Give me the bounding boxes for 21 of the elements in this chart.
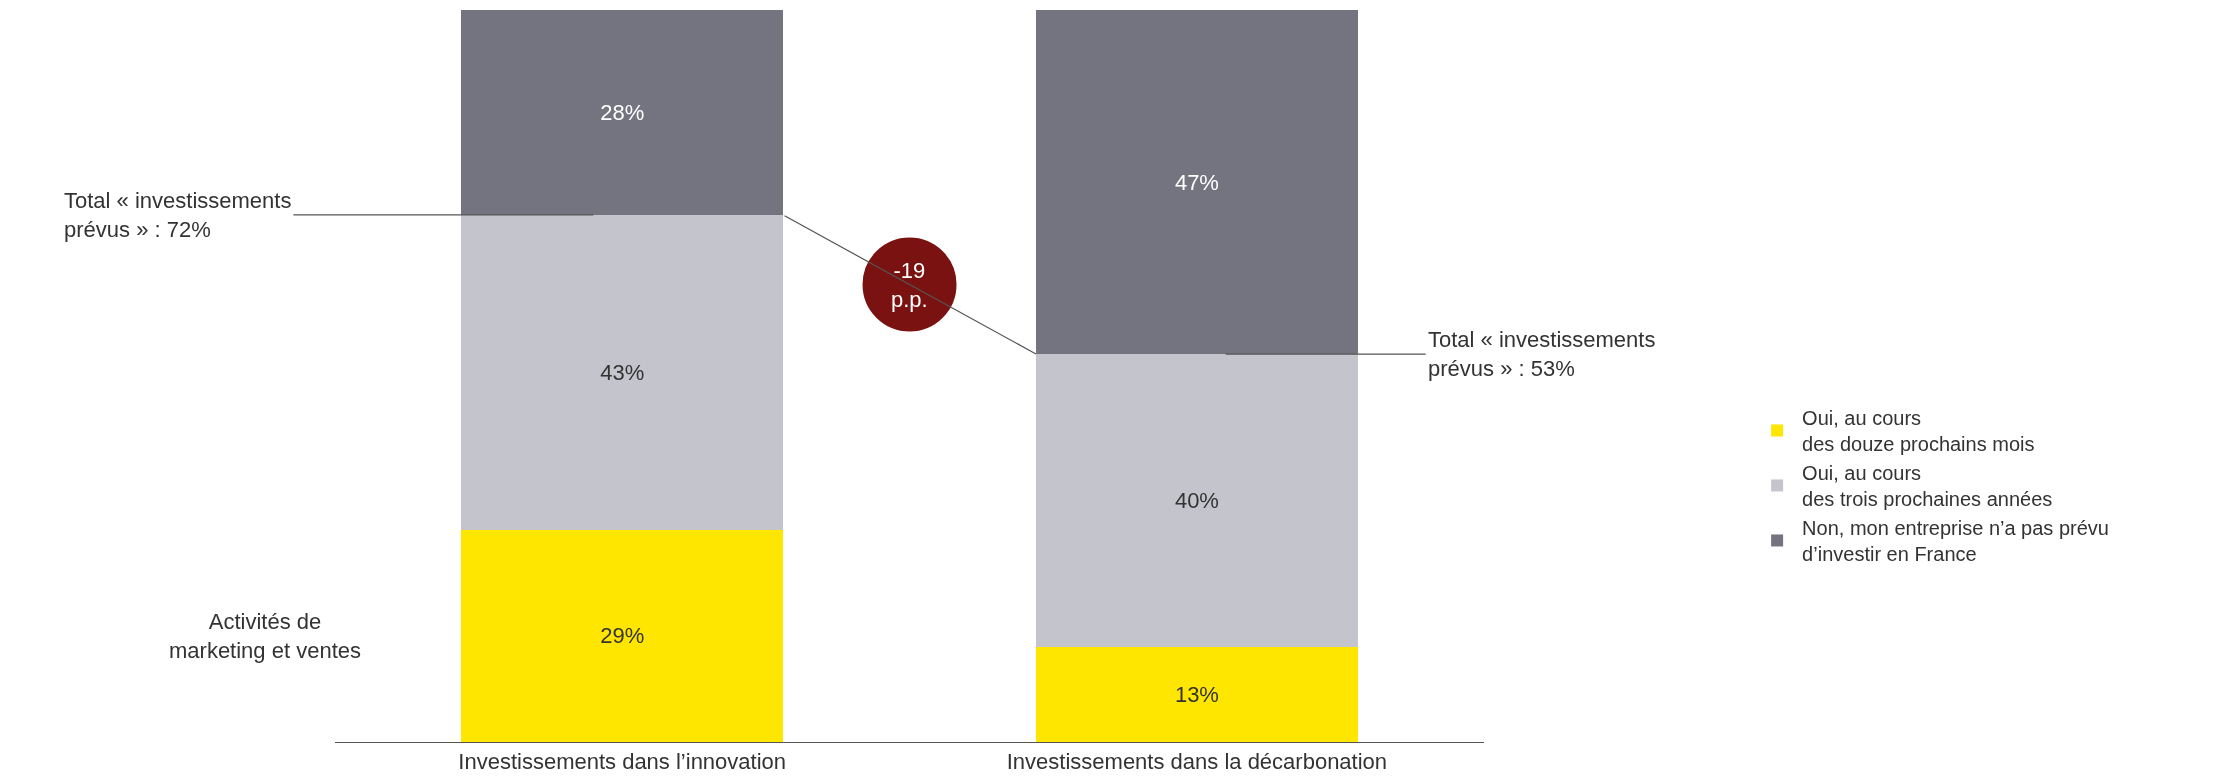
bar [1035,646,1358,742]
legend-label: Non, mon entreprise n’a pas prévu d’investir en France [1802,517,2109,566]
annotation: Total « investissements prévus » : 53% [1428,327,1656,381]
text: Total « investissements prévus » : 72% [64,188,292,242]
bar [461,214,784,530]
data-label: 47% [1174,169,1219,195]
data-label: 28% [600,99,645,125]
data-label: 13% [1174,681,1219,707]
data-label: 43% [600,359,645,385]
legend-label: Oui, au cours des douze prochains mois [1802,407,2035,456]
annotation: -19 p.p. [891,258,928,312]
bar [461,10,784,215]
data-label: 29% [600,623,645,649]
x-tick-label: Investissements dans l’innovation [458,749,787,775]
bar [461,529,784,742]
data-label: 40% [1174,487,1219,513]
bar [1035,354,1358,647]
annotation: Activités de marketing et ventes [169,609,361,663]
legend-label: Oui, au cours des trois prochaines années [1802,462,2053,511]
bar [1035,10,1358,355]
x-tick-label: Investissements dans la décarbonation [1006,749,1388,775]
